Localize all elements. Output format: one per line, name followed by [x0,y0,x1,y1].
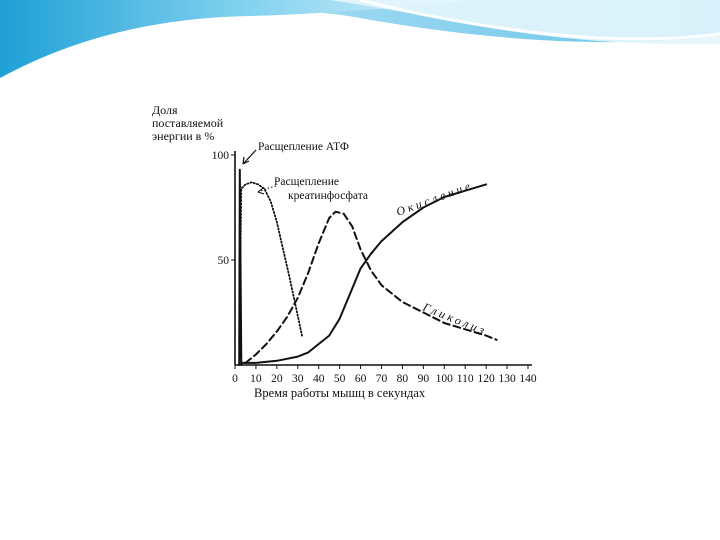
arrow-atp-head [242,156,250,165]
y-axis-label-line-2: поставляемой [152,116,224,130]
x-axis-label: Время работы мышц в секундах [254,386,426,400]
chart-figure: Доля поставляемой энергии в % 0 10 20 30 40 5… [140,98,540,408]
arrow-atp [242,149,257,165]
arrow-creatine-head [257,187,265,195]
x-tick-label: 120 [478,373,496,385]
x-tick-label: 60 [355,373,367,385]
x-tick-label: 70 [376,373,388,385]
y-tick-label: 100 [212,150,230,162]
curve-label-glycolysis: Гликолиз [420,299,489,338]
x-tick-label: 0 [232,373,238,385]
x-tick-label: 140 [519,373,537,385]
x-tick-label: 40 [313,373,325,385]
x-tick-label: 50 [334,373,346,385]
series-line-3 [240,183,488,364]
y-axis-label-line-3: энергии в % [152,129,215,143]
x-tick-label: 90 [418,373,430,385]
x-tick-label: 30 [292,373,304,385]
banner-wave-right [330,0,720,45]
annotation-creatine-line-1: Расщепление [274,176,339,188]
series-line-1 [238,181,303,345]
banner-highlight [359,0,720,41]
slide-banner [0,0,720,78]
x-tick-label: 20 [271,373,283,385]
x-tick-label: 130 [498,373,515,385]
annotation-creatine-line-2: креатинфосфата [288,190,368,202]
banner-wave-front [0,0,470,78]
x-tick-label: 100 [436,373,454,385]
x-tick-label: 10 [250,373,262,385]
annotation-atp: Расщепление АТФ [258,141,349,153]
y-tick-label: 50 [218,255,230,267]
series-line-2 [244,210,498,364]
x-tick-label: 110 [457,373,474,385]
x-tick-label: 80 [397,373,409,385]
chart-plot: 0 10 20 30 40 50 60 70 80 90 100 110 120 130 14010050Р… [212,141,537,385]
y-axis-label-line-1: Доля [152,103,178,117]
curve-label-oxidation: Окисление [394,178,475,219]
